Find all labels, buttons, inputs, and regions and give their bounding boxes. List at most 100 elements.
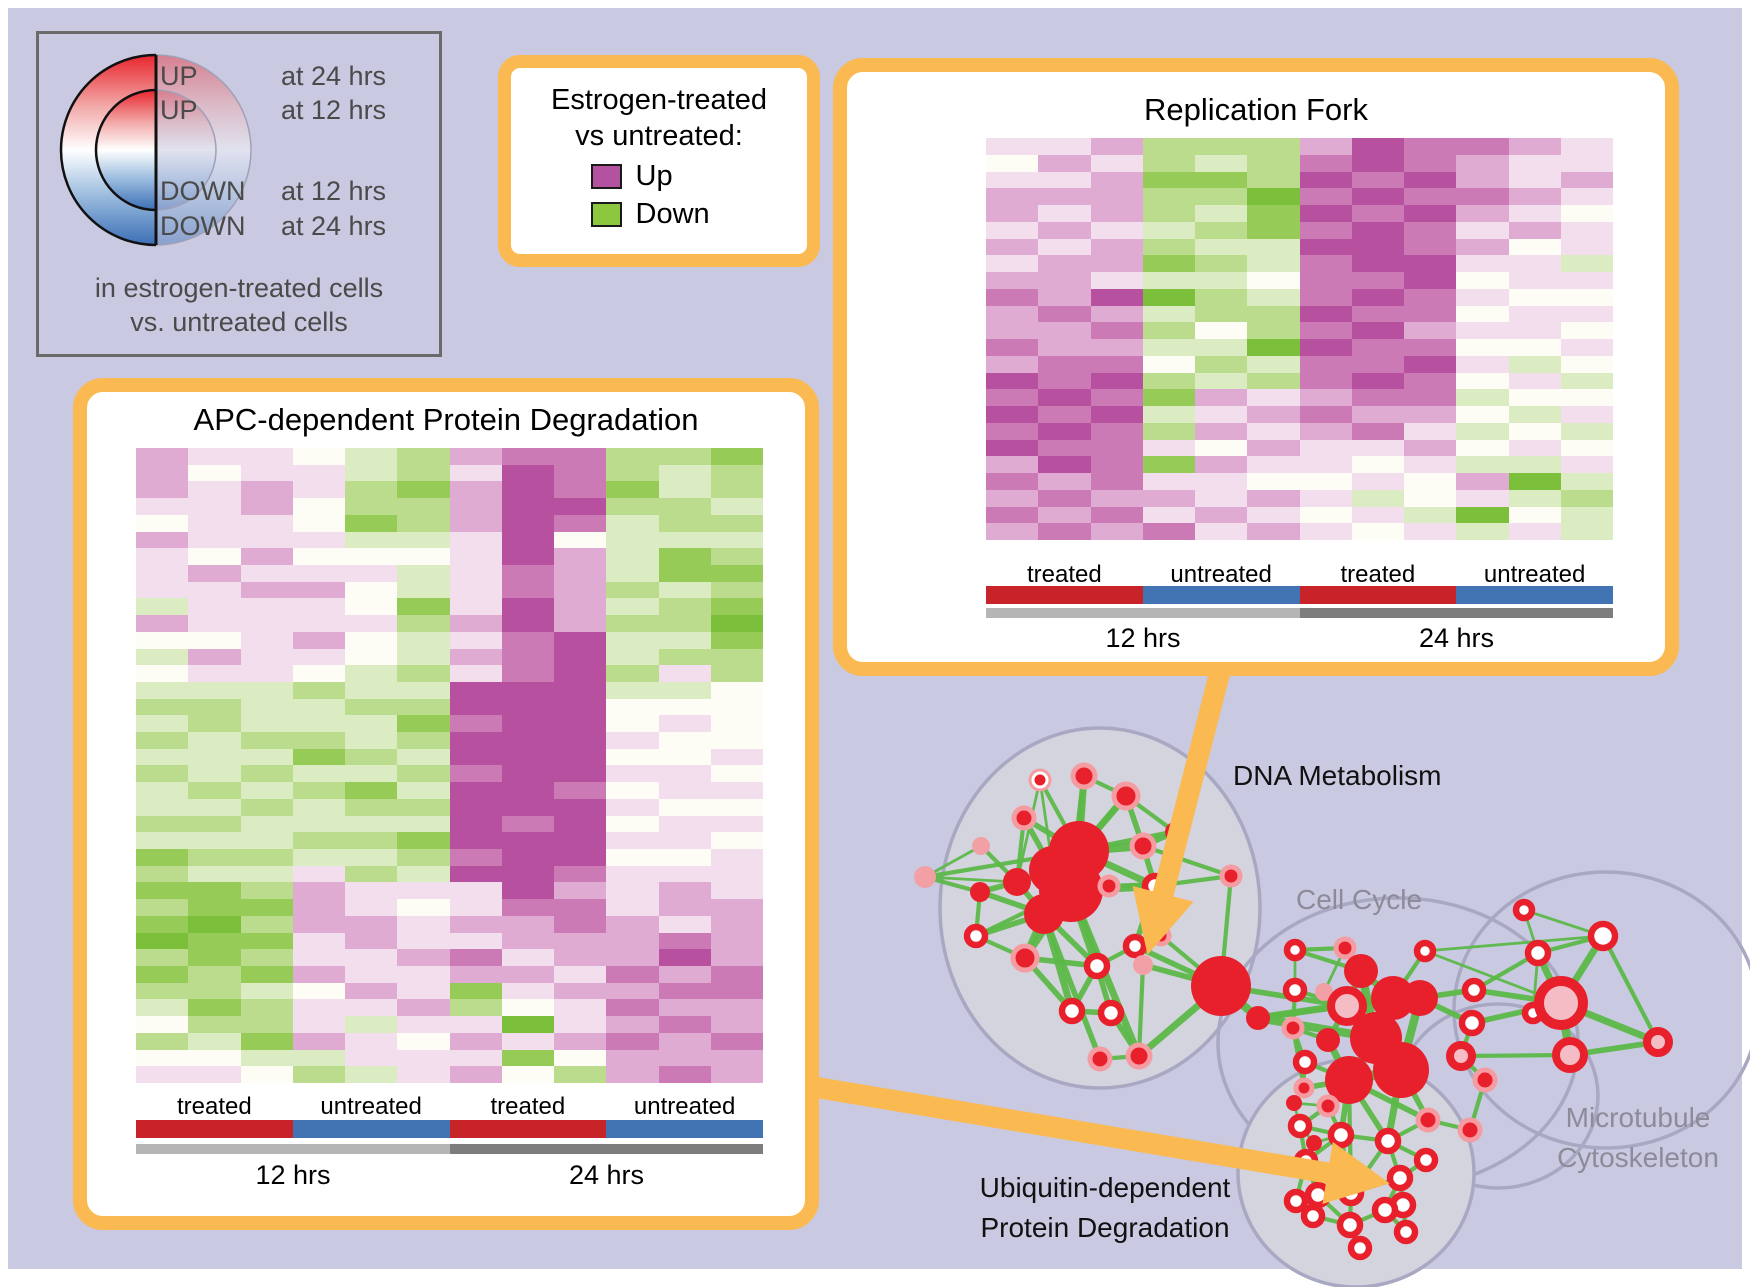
heat-cell (1508, 456, 1561, 473)
heat-cell (240, 581, 293, 599)
heat-cell (710, 648, 763, 666)
heat-cell (1456, 322, 1509, 339)
heat-cell (1404, 205, 1457, 222)
heat-cell (710, 1016, 763, 1033)
heat-cell (1247, 439, 1300, 457)
heat-cell (1142, 171, 1195, 189)
heat-cell (1456, 355, 1509, 373)
heat-cell (1508, 171, 1561, 189)
heat-cell (1142, 322, 1195, 339)
gene-node-pink-ring (1333, 936, 1357, 960)
heat-cell (1456, 506, 1509, 524)
heat-cell (345, 564, 398, 582)
heat-cell (292, 798, 345, 816)
heat-cell (501, 598, 554, 616)
heat-cell (606, 865, 659, 883)
heat-cell (606, 732, 659, 749)
heat-cell (449, 1066, 502, 1083)
heat-cell (501, 999, 554, 1017)
heat-cell (449, 1016, 502, 1033)
estrogen-legend-title-line1: Estrogen-treated (550, 84, 767, 116)
heat-cell (1247, 322, 1300, 339)
heat-cell (345, 865, 398, 883)
network-edge (1424, 934, 1604, 953)
heat-cell (1456, 272, 1509, 289)
heat-cell (710, 949, 763, 967)
heat-cell (1508, 339, 1561, 356)
heat-cell (345, 548, 398, 565)
arrow-apc-to-ubiquitin (758, 1067, 1390, 1204)
heat-cell (710, 631, 763, 649)
heat-cell (449, 999, 502, 1017)
heat-cell (606, 448, 659, 465)
heat-cell (1456, 473, 1509, 490)
heat-cell (397, 648, 450, 666)
heat-cell (240, 715, 293, 733)
heat-cell (501, 1016, 554, 1033)
heat-cell (397, 548, 450, 565)
heat-cell (136, 966, 189, 983)
heat-cell (1351, 154, 1404, 172)
heat-cell (1038, 456, 1091, 473)
legend-down-12-time: at 12 hrs (281, 176, 387, 206)
gene-node-donut (1347, 1235, 1373, 1261)
gene-node-white-ring-core (1034, 774, 1046, 786)
heat-cell (449, 966, 502, 983)
heat-cell (449, 882, 502, 900)
heat-cell (710, 999, 763, 1017)
gene-node-donut (1327, 1121, 1355, 1149)
heat-cell (1038, 138, 1091, 155)
heat-cell (1299, 489, 1352, 507)
heat-cell (658, 832, 711, 850)
heat-cell (1090, 272, 1143, 289)
heat-cell (1456, 489, 1509, 507)
cluster-microtubule-cytoskeleton (1452, 870, 1750, 1150)
heat-cell (136, 681, 189, 699)
annotation-arrows (758, 653, 1390, 1204)
heat-cell (1456, 523, 1509, 540)
heat-cell (345, 982, 398, 1000)
heat-cell (449, 564, 502, 582)
heat-cell (606, 498, 659, 515)
heat-cell (188, 966, 241, 983)
heat-cell (1351, 272, 1404, 289)
heat-cell (136, 665, 189, 682)
heat-cell (1560, 506, 1613, 524)
heat-cell (1456, 339, 1509, 356)
heat-cell (554, 849, 607, 866)
network-edge (1142, 844, 1232, 878)
heat-cell (606, 882, 659, 900)
heat-cell (292, 815, 345, 833)
gene-node-donut (1524, 939, 1552, 967)
heat-cell (240, 615, 293, 632)
heat-cell (1090, 473, 1143, 490)
heat-cell (1299, 422, 1352, 440)
heat-cell (345, 849, 398, 866)
heat-cell (554, 1032, 607, 1050)
heat-cell (658, 448, 711, 465)
heat-cell (606, 1066, 659, 1083)
gene-node-red (1246, 1006, 1270, 1030)
heat-cell (240, 531, 293, 549)
heat-cell (606, 665, 659, 682)
heat-cell (1142, 238, 1195, 256)
legend-down-12-word: DOWN (160, 176, 246, 206)
heat-cell (240, 548, 293, 565)
heat-cell (345, 715, 398, 733)
heat-cell (501, 681, 554, 699)
heat-cell (1508, 138, 1561, 155)
heat-cell (1247, 473, 1300, 490)
heat-cell (292, 698, 345, 716)
heat-cell (1508, 221, 1561, 239)
heat-cell (1456, 154, 1509, 172)
heat-cell (240, 464, 293, 482)
gene-node-donut (1413, 939, 1437, 963)
legend-up-24-time: at 24 hrs (281, 61, 387, 91)
heat-cell (1299, 138, 1352, 155)
heat-cell (1560, 456, 1613, 473)
heat-cell (986, 322, 1039, 339)
heat-cell (658, 882, 711, 900)
heat-cell (1142, 389, 1195, 406)
heat-cell (986, 188, 1039, 205)
